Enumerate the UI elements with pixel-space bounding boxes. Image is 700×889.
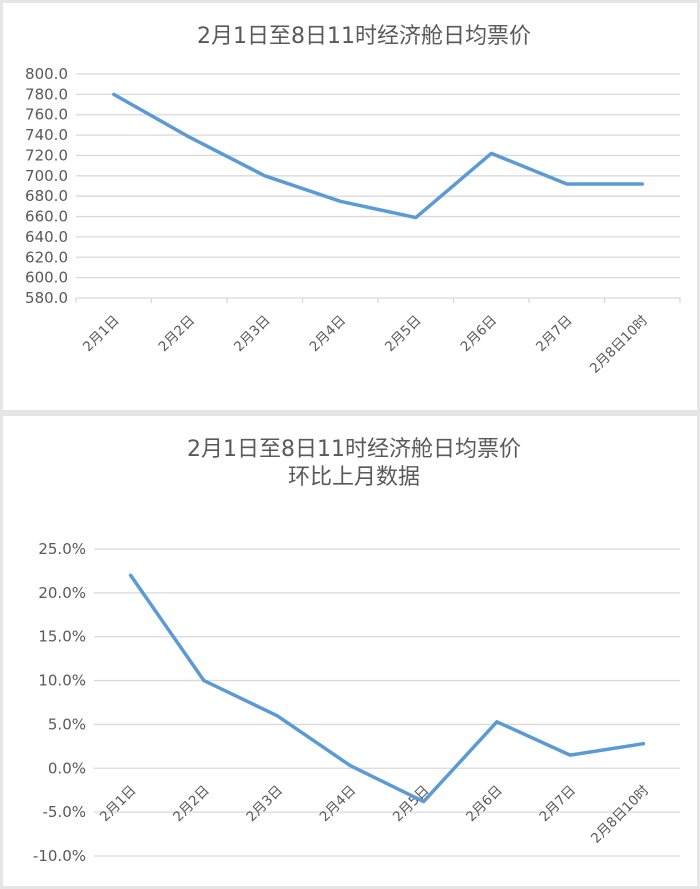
x-tick-label: 2月7日	[536, 783, 579, 826]
y-tick-label: 620.0	[25, 248, 68, 266]
x-tick-label: 2月2日	[170, 783, 213, 826]
chart-panel-price: 2月1日至8日11时经济舱日均票价 800.0 780.0 760.0 740.0 720…	[3, 3, 697, 410]
y-tick-label: 25.0%	[38, 540, 86, 558]
x-tick-label: 2月8日10时	[587, 313, 651, 377]
y-tick-label: -10.0%	[33, 847, 86, 865]
y-tick-label: 5.0%	[48, 715, 86, 733]
x-tick-label: 2月3日	[231, 313, 274, 356]
y-tick-label: 600.0	[25, 269, 68, 287]
y-tick-label: 780.0	[25, 85, 68, 103]
y-tick-label: 760.0	[25, 106, 68, 124]
x-tick-label: 2月1日	[97, 783, 140, 826]
chart-subtitle: 环比上月数据	[288, 465, 420, 490]
y-tick-label: 740.0	[25, 126, 68, 144]
chart-title: 2月1日至8日11时经济舱日均票价	[187, 437, 521, 462]
y-tick-label: 580.0	[25, 289, 68, 307]
y-tick-label: -5.0%	[42, 803, 86, 821]
price-line-chart: 2月1日至8日11时经济舱日均票价 800.0 780.0 760.0 740.0 720…	[25, 24, 681, 377]
y-tick-label: 720.0	[25, 146, 68, 164]
y-tick-label: 0.0%	[48, 759, 86, 777]
x-tick-label: 2月4日	[317, 783, 360, 826]
x-tick-label: 2月3日	[243, 783, 286, 826]
x-tick-label: 2月8日10时	[588, 783, 652, 847]
x-tick-label: 2月1日	[80, 313, 123, 356]
y-tick-label: 20.0%	[38, 584, 86, 602]
chart-panel-mom: 2月1日至8日11时经济舱日均票价 环比上月数据 25.0% 20.0% 15.0% 10…	[3, 416, 697, 886]
y-tick-label: 660.0	[25, 208, 68, 226]
y-tick-label: 800.0	[25, 65, 68, 83]
x-tick-label: 2月4日	[307, 313, 350, 356]
y-tick-label: 640.0	[25, 228, 68, 246]
y-tick-label: 10.0%	[38, 672, 86, 690]
x-tick-label: 2月7日	[533, 313, 576, 356]
chart-title: 2月1日至8日11时经济舱日均票价	[197, 24, 531, 49]
y-tick-label: 680.0	[25, 187, 68, 205]
y-tick-label: 700.0	[25, 167, 68, 185]
data-series-line	[128, 573, 646, 804]
x-tick-label: 2月2日	[156, 313, 199, 356]
y-tick-label: 15.0%	[38, 628, 86, 646]
data-series-line	[112, 92, 645, 220]
x-tick-label: 2月5日	[382, 313, 425, 356]
x-tick-label: 2月6日	[458, 313, 501, 356]
x-tick-label: 2月6日	[463, 783, 506, 826]
